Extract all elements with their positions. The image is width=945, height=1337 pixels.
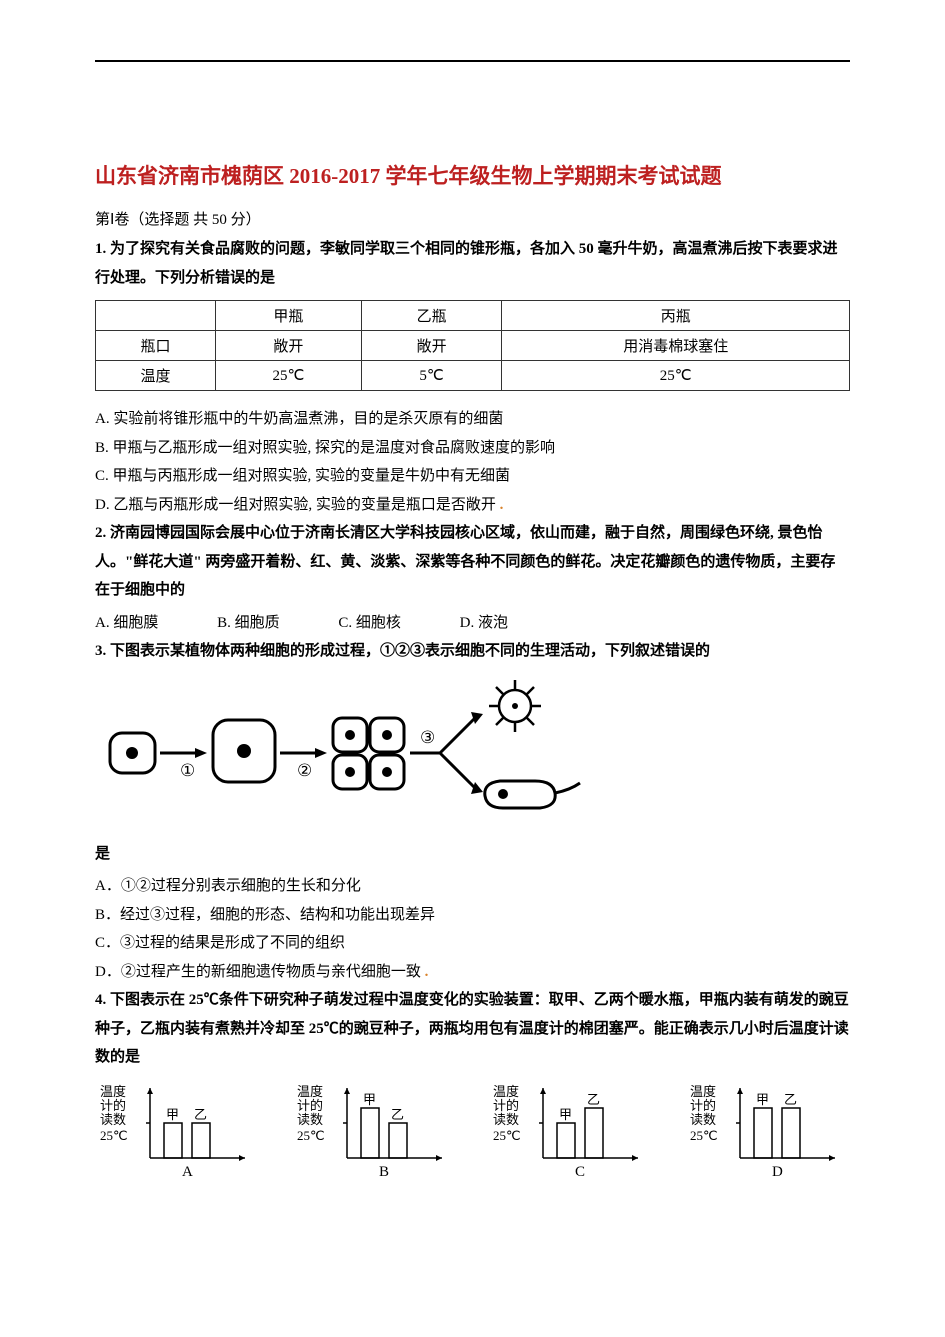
bar-chart-c: 温度计的读数25℃ 甲乙 C — [488, 1080, 653, 1180]
q1-table: 甲瓶 乙瓶 丙瓶 瓶口 敞开 敞开 用消毒棉球塞住 温度 25℃ 5℃ 25℃ — [95, 300, 850, 391]
svg-text:甲: 甲 — [559, 1107, 572, 1122]
spiky-cell — [489, 680, 541, 732]
document-title: 山东省济南市槐荫区 2016-2017 学年七年级生物上学期期末考试试题 — [95, 152, 850, 200]
bar-chart-b: 温度计的读数25℃ 甲乙 B — [292, 1080, 457, 1180]
table-cell: 敞开 — [216, 331, 362, 361]
q2-option-d: D. 液泡 — [460, 609, 508, 638]
svg-text:25℃: 25℃ — [690, 1128, 718, 1143]
table-cell: 甲瓶 — [216, 301, 362, 331]
label-step2: ② — [297, 761, 312, 780]
q1-text: 1. 为了探究有关食品腐败的问题，李敏同学取三个相同的锥形瓶，各加入 50 毫升… — [95, 235, 850, 292]
table-cell: 25℃ — [216, 361, 362, 391]
svg-text:D: D — [772, 1164, 783, 1180]
svg-text:25℃: 25℃ — [493, 1128, 521, 1143]
svg-text:甲: 甲 — [756, 1092, 769, 1107]
svg-text:A: A — [182, 1164, 193, 1180]
q1-option-d: D. 乙瓶与丙瓶形成一组对照实验, 实验的变量是瓶口是否敞开 . — [95, 491, 850, 520]
q4-charts-row: 温度计的读数25℃甲乙A 温度计的读数25℃甲乙B 温度计的读数25℃甲乙C 温… — [95, 1080, 850, 1180]
table-cell: 乙瓶 — [361, 301, 502, 331]
q1-option-b: B. 甲瓶与乙瓶形成一组对照实验, 探究的是温度对食品腐败速度的影响 — [95, 434, 850, 463]
svg-text:计的: 计的 — [297, 1098, 323, 1113]
svg-text:读数: 读数 — [100, 1112, 126, 1127]
bar-chart-a: 温度计的读数25℃ 甲乙 A — [95, 1080, 260, 1180]
table-row: 温度 25℃ 5℃ 25℃ — [96, 361, 850, 391]
q2-option-a: A. 细胞膜 — [95, 609, 158, 638]
svg-text:B: B — [379, 1164, 389, 1180]
q3-text-end: 是 — [95, 840, 850, 869]
table-cell: 25℃ — [502, 361, 850, 391]
q4-chart-d: 温度计的读数25℃ 甲乙 D — [685, 1080, 850, 1180]
svg-text:乙: 乙 — [194, 1107, 207, 1122]
q3-option-a: A．①②过程分别表示细胞的生长和分化 — [95, 872, 850, 901]
svg-text:25℃: 25℃ — [100, 1128, 128, 1143]
svg-text:读数: 读数 — [297, 1112, 323, 1127]
table-cell: 丙瓶 — [502, 301, 850, 331]
svg-text:25℃: 25℃ — [297, 1128, 325, 1143]
q3-option-b: B．经过③过程，细胞的形态、结构和功能出现差异 — [95, 901, 850, 930]
q1-option-a: A. 实验前将锥形瓶中的牛奶高温煮沸，目的是杀灭原有的细菌 — [95, 405, 850, 434]
q1-option-c: C. 甲瓶与丙瓶形成一组对照实验, 实验的变量是牛奶中有无细菌 — [95, 462, 850, 491]
q2-text: 2. 济南园博园国际会展中心位于济南长清区大学科技园核心区域，依山而建，融于自然… — [95, 519, 850, 605]
svg-text:C: C — [575, 1164, 585, 1180]
q2-option-b: B. 细胞质 — [217, 609, 280, 638]
svg-text:计的: 计的 — [100, 1098, 126, 1113]
q2-option-c: C. 细胞核 — [338, 609, 401, 638]
svg-text:甲: 甲 — [166, 1107, 179, 1122]
svg-text:温度: 温度 — [493, 1084, 519, 1099]
svg-text:计的: 计的 — [493, 1098, 519, 1113]
q4-chart-c: 温度计的读数25℃ 甲乙 C — [488, 1080, 653, 1180]
section-header: 第Ⅰ卷（选择题 共 50 分） — [95, 208, 850, 229]
svg-text:读数: 读数 — [493, 1112, 519, 1127]
table-cell: 敞开 — [361, 331, 502, 361]
elongated-cell — [485, 781, 580, 808]
orange-marker-icon: . — [425, 964, 429, 980]
q4-chart-a: 温度计的读数25℃ 甲乙 A — [95, 1080, 260, 1180]
svg-text:乙: 乙 — [391, 1107, 404, 1122]
orange-marker-icon: . — [500, 497, 504, 513]
q3-text: 3. 下图表示某植物体两种细胞的形成过程，①②③表示细胞不同的生理活动，下列叙述… — [95, 637, 850, 666]
svg-text:温度: 温度 — [297, 1084, 323, 1099]
svg-text:计的: 计的 — [690, 1098, 716, 1113]
svg-text:读数: 读数 — [690, 1112, 716, 1127]
table-cell: 温度 — [96, 361, 216, 391]
top-horizontal-rule — [95, 60, 850, 62]
svg-text:甲: 甲 — [363, 1092, 376, 1107]
table-cell: 5℃ — [361, 361, 502, 391]
table-cell: 瓶口 — [96, 331, 216, 361]
q2-options: A. 细胞膜 B. 细胞质 C. 细胞核 D. 液泡 — [95, 609, 850, 638]
table-cell: 用消毒棉球塞住 — [502, 331, 850, 361]
table-row: 甲瓶 乙瓶 丙瓶 — [96, 301, 850, 331]
label-step3: ③ — [420, 728, 435, 747]
svg-text:温度: 温度 — [100, 1084, 126, 1099]
q4-text: 4. 下图表示在 25℃条件下研究种子萌发过程中温度变化的实验装置：取甲、乙两个… — [95, 986, 850, 1072]
table-row: 瓶口 敞开 敞开 用消毒棉球塞住 — [96, 331, 850, 361]
q1-table-container: 甲瓶 乙瓶 丙瓶 瓶口 敞开 敞开 用消毒棉球塞住 温度 25℃ 5℃ 25℃ — [95, 300, 850, 391]
q4-chart-b: 温度计的读数25℃ 甲乙 B — [292, 1080, 457, 1180]
q3-option-c: C．③过程的结果是形成了不同的组织 — [95, 929, 850, 958]
table-cell — [96, 301, 216, 331]
q3-option-d: D．②过程产生的新细胞遗传物质与亲代细胞一致 . — [95, 958, 850, 987]
bar-chart-d: 温度计的读数25℃ 甲乙 D — [685, 1080, 850, 1180]
svg-text:乙: 乙 — [587, 1092, 600, 1107]
cell-process-diagram: ① ② ③ — [95, 678, 595, 828]
q3-diagram: ① ② ③ — [95, 678, 850, 828]
svg-text:温度: 温度 — [690, 1084, 716, 1099]
svg-text:乙: 乙 — [784, 1092, 797, 1107]
label-step1: ① — [180, 761, 195, 780]
